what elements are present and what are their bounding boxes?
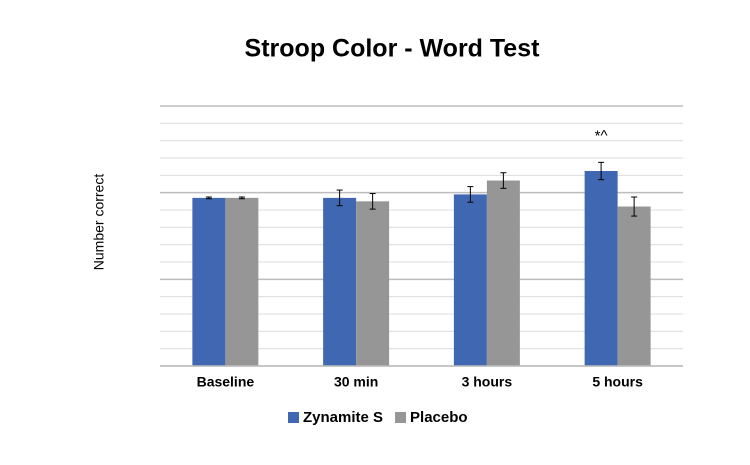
bar xyxy=(584,171,618,366)
error-bar xyxy=(500,172,507,189)
bar xyxy=(356,201,390,366)
error-bar xyxy=(336,189,343,207)
annotation: *^ xyxy=(595,127,608,144)
error-bar xyxy=(238,196,245,200)
bar xyxy=(453,194,487,366)
bar xyxy=(617,206,651,366)
error-bar xyxy=(631,196,638,217)
bar xyxy=(192,197,226,366)
chart-title: Stroop Color - Word Test xyxy=(245,35,541,63)
legend-swatch xyxy=(288,412,299,423)
legend-label: Placebo xyxy=(410,409,468,426)
error-bar xyxy=(369,193,376,210)
y-axis-label: Number correct xyxy=(91,174,107,271)
error-bar xyxy=(598,161,605,181)
legend-label: Zynamite S xyxy=(303,409,383,426)
error-bar xyxy=(205,196,212,200)
error-bar xyxy=(467,186,474,203)
bar xyxy=(225,197,259,366)
x-tick-label: 5 hours xyxy=(592,374,643,390)
x-tick-label: 30 min xyxy=(334,374,378,390)
bar xyxy=(486,180,520,366)
x-tick-label: Baseline xyxy=(197,374,255,390)
bar xyxy=(323,197,357,366)
x-tick-label: 3 hours xyxy=(462,374,513,390)
legend-swatch xyxy=(395,412,407,423)
